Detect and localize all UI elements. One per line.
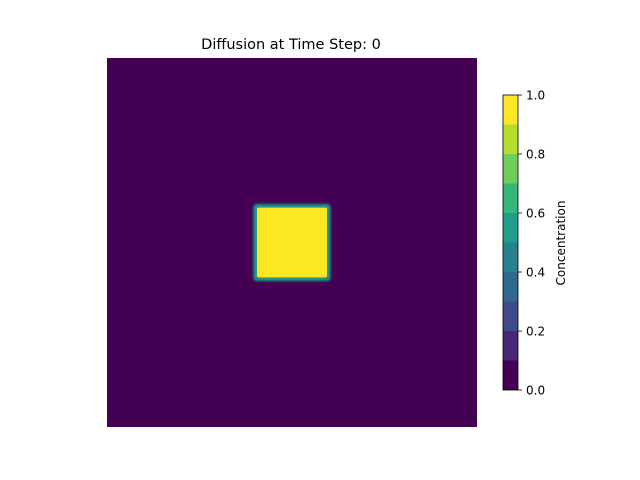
chart-title: Diffusion at Time Step: 0 — [201, 37, 381, 53]
heatmap-high-concentration-square — [257, 207, 327, 278]
colorbar-label: Concentration — [554, 201, 568, 286]
colorbar-tick-label: 0.8 — [526, 148, 545, 162]
colorbar: 0.0 0.2 0.4 0.6 0.8 1.0 Concentration — [502, 89, 568, 398]
colorbar-tick-label: 0.6 — [526, 207, 545, 221]
colorbar-tick-label: 1.0 — [526, 89, 545, 103]
colorbar-tick-label: 0.2 — [526, 325, 545, 339]
colorbar-tick-label: 0.4 — [526, 266, 545, 280]
colorbar-tick-label: 0.0 — [526, 384, 545, 398]
colorbar-scale — [502, 94, 519, 391]
heatmap-plot — [107, 58, 477, 427]
colorbar-ticks: 0.0 0.2 0.4 0.6 0.8 1.0 — [518, 89, 545, 398]
